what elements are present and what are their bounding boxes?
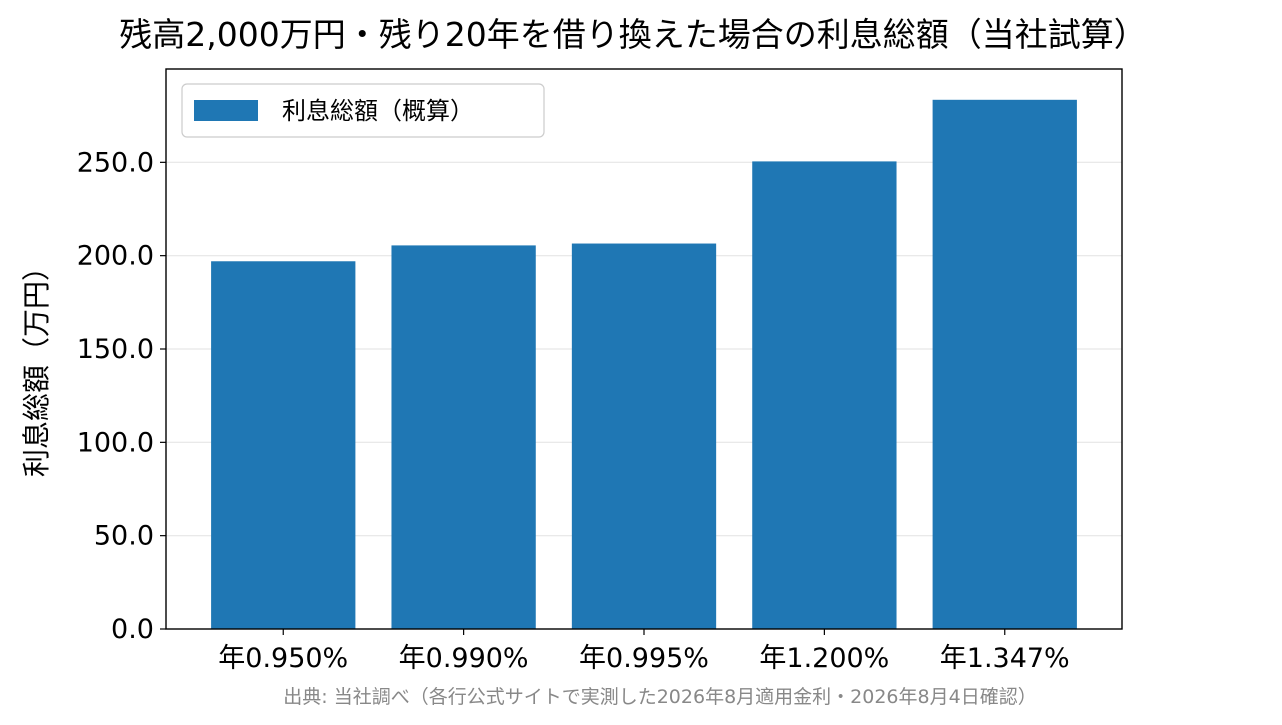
y-tick-label: 50.0: [94, 521, 154, 552]
bars: [211, 99, 1077, 630]
legend-swatch: [194, 100, 258, 121]
y-axis-ticks: 0.0 50.0 100.0 150.0 200.0 250.0: [77, 147, 166, 645]
bar: [391, 245, 536, 629]
y-tick-label: 150.0: [77, 334, 154, 365]
legend: 利息総額（概算）: [181, 83, 545, 138]
bar: [211, 261, 356, 629]
y-axis-label: 利息総額（万円）: [20, 253, 53, 477]
bar: [752, 161, 897, 629]
x-axis-ticks: 年0.950% 年0.990% 年0.995% 年1.200% 年1.347%: [218, 629, 1070, 674]
x-tick-label: 年0.950%: [218, 643, 348, 674]
x-tick-label: 年0.990%: [399, 643, 529, 674]
legend-label: 利息総額（概算）: [282, 97, 474, 125]
y-tick-label: 0.0: [111, 614, 154, 645]
source-note: 出典: 当社調べ（各行公式サイトで実測した2026年8月適用金利・2026年8月…: [283, 686, 1036, 708]
chart-title: 残高2,000万円・残り20年を借り換えた場合の利息総額（当社試算）: [119, 15, 1146, 54]
bar: [571, 243, 717, 630]
legend-box: [181, 83, 545, 138]
y-tick-label: 250.0: [77, 147, 154, 178]
x-tick-label: 年0.995%: [579, 643, 709, 674]
x-tick-label: 年1.200%: [759, 643, 889, 674]
y-tick-label: 200.0: [77, 241, 154, 272]
x-tick-label: 年1.347%: [940, 643, 1070, 674]
bar: [932, 99, 1077, 630]
y-tick-label: 100.0: [77, 427, 154, 458]
